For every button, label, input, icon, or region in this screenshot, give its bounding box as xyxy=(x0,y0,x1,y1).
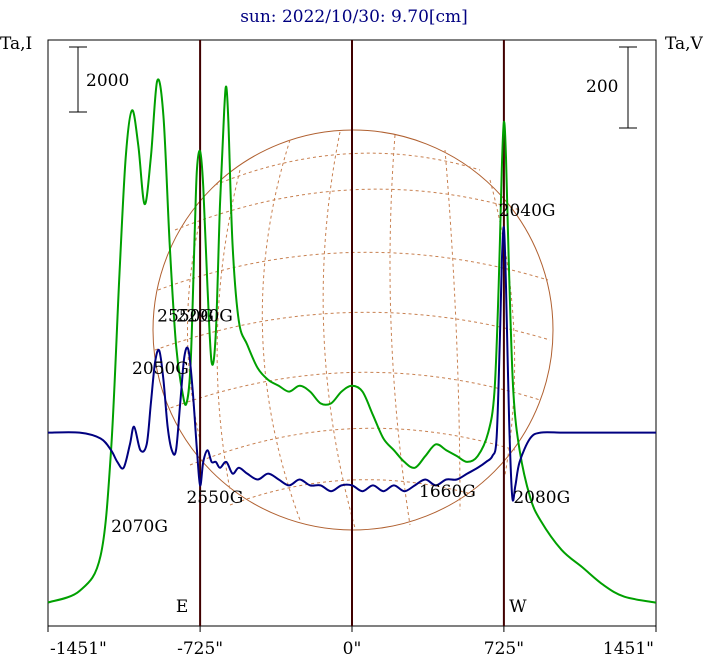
x-tick-label-3: 725" xyxy=(484,639,524,659)
chart-title: sun: 2022/10/30: 9.70[cm] xyxy=(240,7,468,27)
annotation-2: 2290G xyxy=(176,306,233,326)
x-tick-label-0: -1451" xyxy=(50,639,107,659)
annotation-3: 2040G xyxy=(499,201,556,221)
x-tick-label-4: 1451" xyxy=(603,639,654,659)
series-layer xyxy=(47,78,657,604)
series-line-1 xyxy=(47,226,656,502)
left-scale-label: 2000 xyxy=(86,71,129,91)
left-axis-label: Ta,I xyxy=(0,34,32,54)
reference-line-label-2: W xyxy=(509,597,527,617)
annotation-1: 2550G xyxy=(157,306,214,326)
annotation-0: 2050G xyxy=(132,359,189,379)
x-tick-label-1: -725" xyxy=(177,639,223,659)
scale-bars: 2000 200 xyxy=(69,46,637,129)
right-scale-label: 200 xyxy=(586,77,618,97)
annotation-6: 1660G xyxy=(419,482,476,502)
right-axis-label: Ta,V xyxy=(665,34,704,54)
x-tick-label-2: 0" xyxy=(343,639,362,659)
reference-line-label-0: E xyxy=(176,597,188,617)
annotation-7: 2080G xyxy=(513,488,570,508)
annotation-4: 2070G xyxy=(111,517,168,537)
series-line-0 xyxy=(47,78,657,604)
x-axis-ticks: -1451" -725" 0" 725" 1451" xyxy=(47,626,657,659)
annotation-5: 2550G xyxy=(186,488,243,508)
